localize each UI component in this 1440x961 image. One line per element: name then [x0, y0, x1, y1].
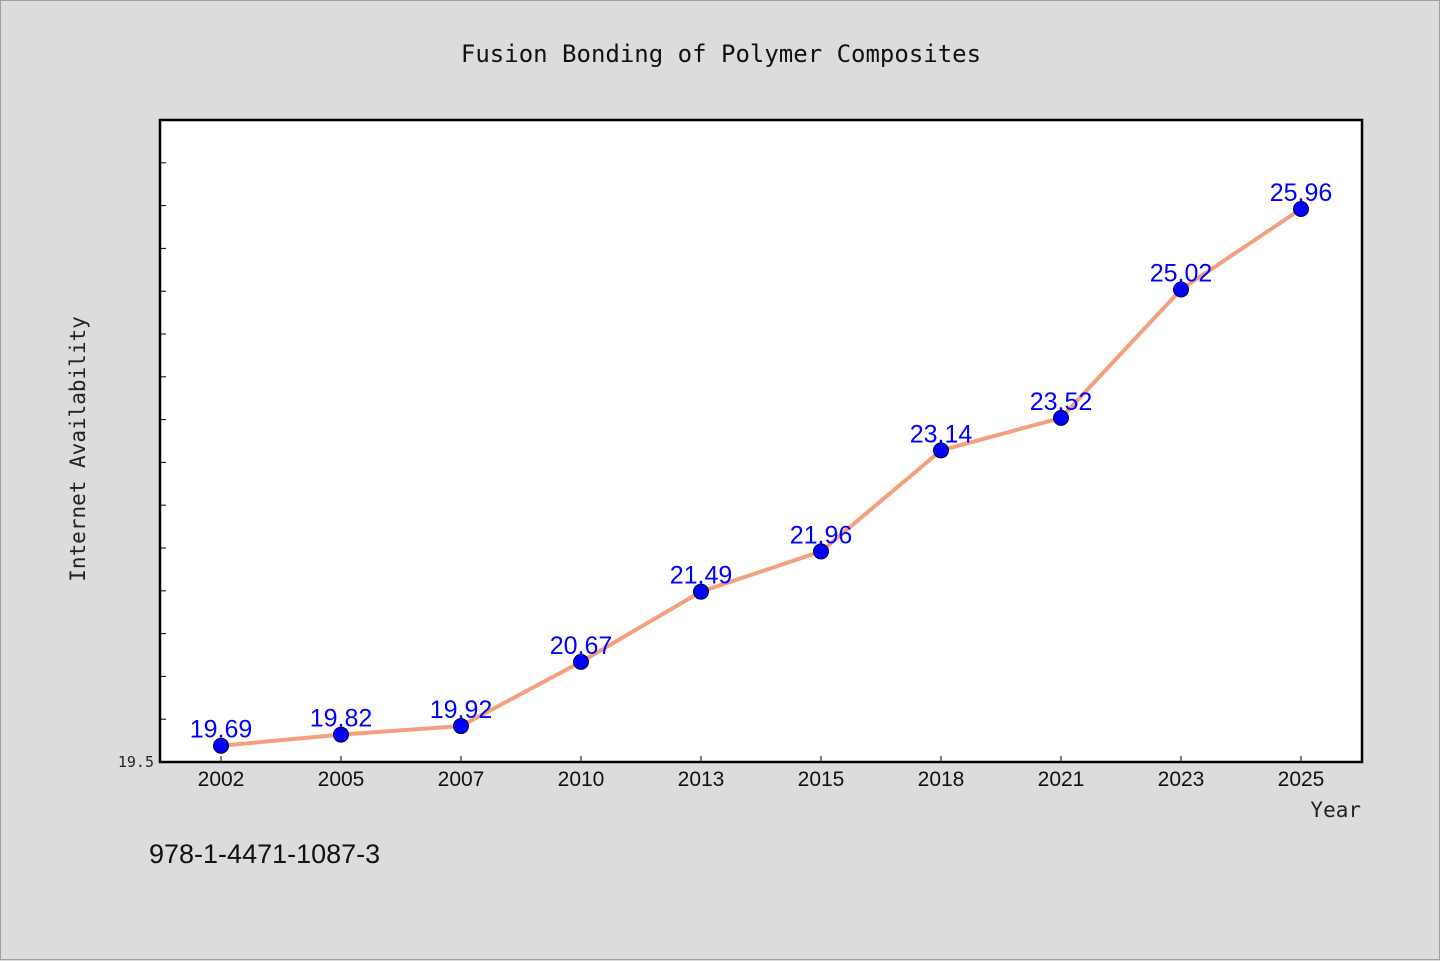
x-tick-label: 2005	[318, 768, 365, 791]
isbn-text: 978-1-4471-1087-3	[149, 839, 380, 869]
data-label: 20.67	[550, 632, 613, 660]
data-markers	[213, 201, 1309, 754]
data-label: 23.14	[910, 420, 973, 448]
chart-title: Fusion Bonding of Polymer Composites	[461, 40, 981, 68]
x-tick-label: 2018	[918, 768, 965, 791]
data-point	[693, 583, 709, 600]
data-label: 21.49	[670, 562, 733, 590]
x-tick-label: 2025	[1278, 768, 1325, 791]
x-tick-label: 2007	[438, 768, 485, 791]
data-labels: 19.69 19.82 19.92 20.67 21.49 21.96 23.14 23.52…	[190, 179, 1333, 744]
data-point	[1293, 201, 1309, 218]
data-label: 19.82	[310, 705, 373, 733]
data-label: 23.52	[1030, 388, 1093, 416]
data-point	[213, 737, 229, 754]
data-point	[933, 442, 949, 459]
data-label: 19.92	[430, 696, 493, 724]
x-tick-label: 2021	[1038, 768, 1085, 791]
series-line-group	[220, 207, 1303, 748]
x-tick-label: 2010	[558, 768, 605, 791]
data-point	[1173, 281, 1189, 298]
x-axis-label: Year	[1310, 798, 1361, 822]
y-tick-label: 19.5	[118, 753, 154, 771]
data-label: 25.96	[1270, 179, 1333, 207]
y-axis-label: Internet Availability	[66, 316, 90, 582]
x-tick-label: 2002	[198, 768, 245, 791]
plot-area	[158, 118, 1364, 764]
data-label: 19.69	[190, 716, 253, 744]
series-line	[220, 207, 1303, 748]
data-point	[573, 653, 589, 670]
x-tick-label: 2015	[798, 768, 845, 791]
data-point	[1053, 409, 1069, 426]
x-tick-label: 2013	[678, 768, 725, 791]
data-point	[453, 718, 469, 735]
x-axis-ticks: 2002 2005 2007 2010 2013 2015 2018 2021 2023 2025	[198, 756, 1325, 791]
data-point	[333, 726, 349, 743]
data-point	[813, 543, 829, 560]
x-tick-label: 2023	[1158, 768, 1205, 791]
data-label: 25.02	[1150, 259, 1213, 287]
data-label: 21.96	[790, 521, 853, 549]
y-axis-ticks: 19.5	[118, 119, 166, 771]
